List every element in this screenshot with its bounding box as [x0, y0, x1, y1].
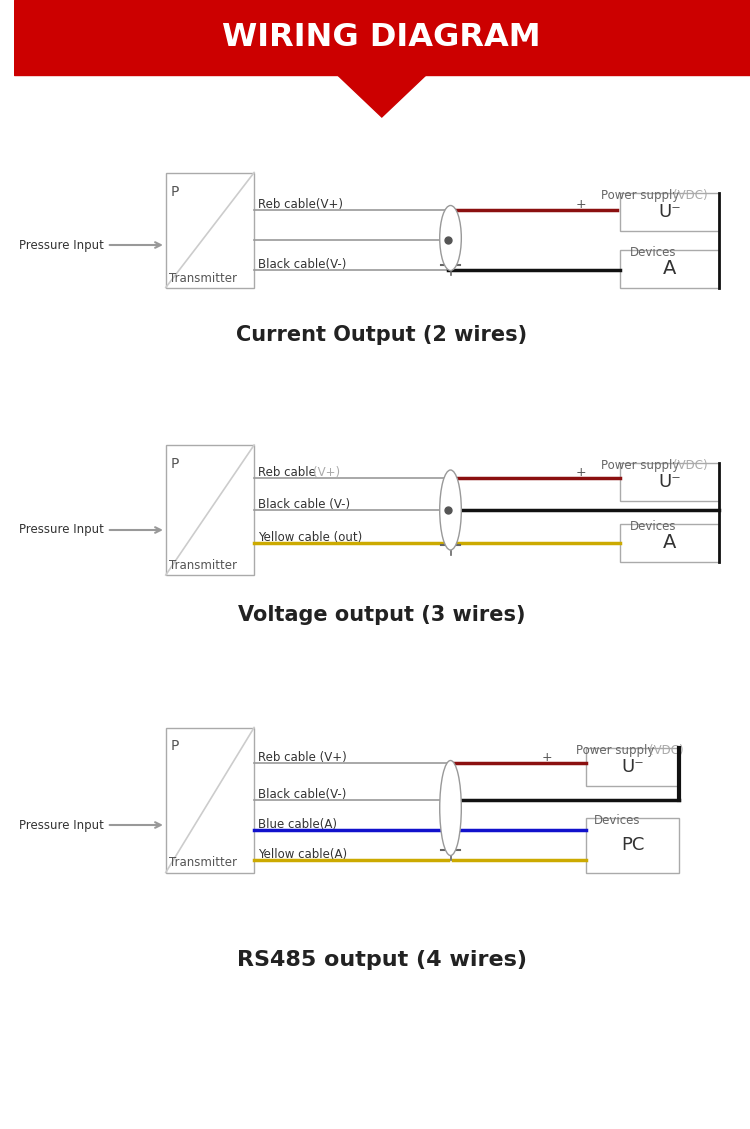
Bar: [166, 173, 254, 288]
Text: (VDC): (VDC): [674, 189, 708, 202]
Text: Transmitter: Transmitter: [169, 559, 237, 572]
Polygon shape: [338, 75, 426, 117]
Text: Transmitter: Transmitter: [169, 271, 237, 285]
Text: Black cable(V-): Black cable(V-): [258, 259, 347, 271]
Text: Yellow cable(A): Yellow cable(A): [258, 848, 347, 861]
Text: U⁻: U⁻: [658, 473, 681, 491]
Text: Black cable (V-): Black cable (V-): [258, 498, 350, 511]
Text: Reb cable (V+): Reb cable (V+): [258, 751, 347, 764]
Bar: [586, 819, 680, 873]
Text: A: A: [663, 534, 676, 552]
Bar: [586, 749, 680, 786]
Text: Current Output (2 wires): Current Output (2 wires): [236, 325, 527, 345]
Text: Pressure Input: Pressure Input: [19, 819, 104, 831]
Ellipse shape: [440, 205, 461, 271]
Text: Transmitter: Transmitter: [169, 857, 237, 869]
Text: P: P: [171, 184, 179, 199]
Bar: [166, 445, 254, 575]
Text: PC: PC: [621, 837, 644, 855]
Ellipse shape: [440, 761, 461, 856]
Text: Voltage output (3 wires): Voltage output (3 wires): [238, 605, 526, 625]
Bar: [166, 727, 254, 873]
Text: Black cable(V-): Black cable(V-): [258, 788, 347, 800]
Text: +: +: [542, 751, 553, 764]
Text: U⁻: U⁻: [621, 758, 644, 776]
Text: U⁻: U⁻: [658, 203, 681, 221]
Text: RS485 output (4 wires): RS485 output (4 wires): [237, 949, 526, 970]
Text: (VDC): (VDC): [649, 744, 683, 758]
Text: Power supply: Power supply: [576, 744, 655, 758]
Text: Reb cable(V+): Reb cable(V+): [258, 198, 343, 211]
Bar: [620, 524, 718, 562]
Text: A: A: [663, 260, 676, 279]
Text: Pressure Input: Pressure Input: [19, 238, 104, 252]
Text: Devices: Devices: [630, 246, 676, 259]
Text: P: P: [171, 457, 179, 471]
Text: (V+): (V+): [313, 466, 340, 479]
Bar: [620, 463, 718, 501]
Bar: [620, 193, 718, 231]
Text: Reb cable: Reb cable: [258, 466, 316, 479]
Text: Pressure Input: Pressure Input: [19, 524, 104, 536]
Text: Power supply: Power supply: [601, 460, 680, 472]
Text: +: +: [575, 466, 586, 479]
Ellipse shape: [440, 470, 461, 550]
Bar: [620, 250, 718, 288]
Text: (VDC): (VDC): [674, 460, 708, 472]
Text: P: P: [171, 739, 179, 753]
Text: Yellow cable (out): Yellow cable (out): [258, 531, 362, 544]
Text: Blue cable(A): Blue cable(A): [258, 819, 337, 831]
Text: Devices: Devices: [630, 520, 676, 533]
Text: WIRING DIAGRAM: WIRING DIAGRAM: [223, 21, 541, 53]
Text: +: +: [575, 198, 586, 211]
Text: Power supply: Power supply: [601, 189, 680, 202]
Text: Devices: Devices: [594, 814, 640, 828]
Bar: [13, 0, 750, 75]
